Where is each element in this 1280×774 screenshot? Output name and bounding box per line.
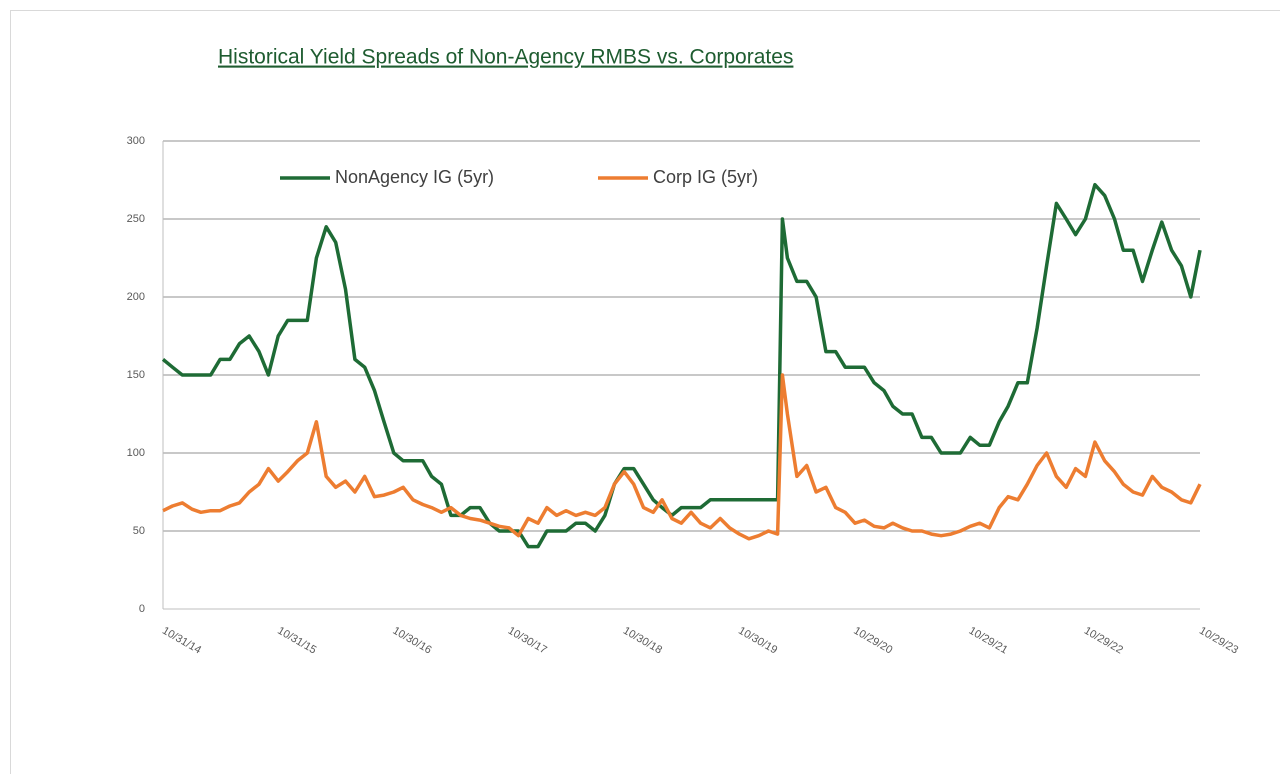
legend-label: NonAgency IG (5yr) [335,167,494,187]
y-tick-label: 0 [139,603,145,615]
legend-label: Corp IG (5yr) [653,167,758,187]
y-tick-label: 300 [127,135,145,147]
frame [10,10,1280,774]
series-line [162,373,1202,541]
y-tick-label: 100 [127,447,145,459]
chart-title: Historical Yield Spreads of Non-Agency R… [218,46,793,69]
y-tick-label: 50 [133,525,145,537]
y-tick-label: 250 [127,213,145,225]
y-tick-label: 200 [127,291,145,303]
y-tick-label: 150 [127,369,145,381]
series-line [161,182,1202,549]
